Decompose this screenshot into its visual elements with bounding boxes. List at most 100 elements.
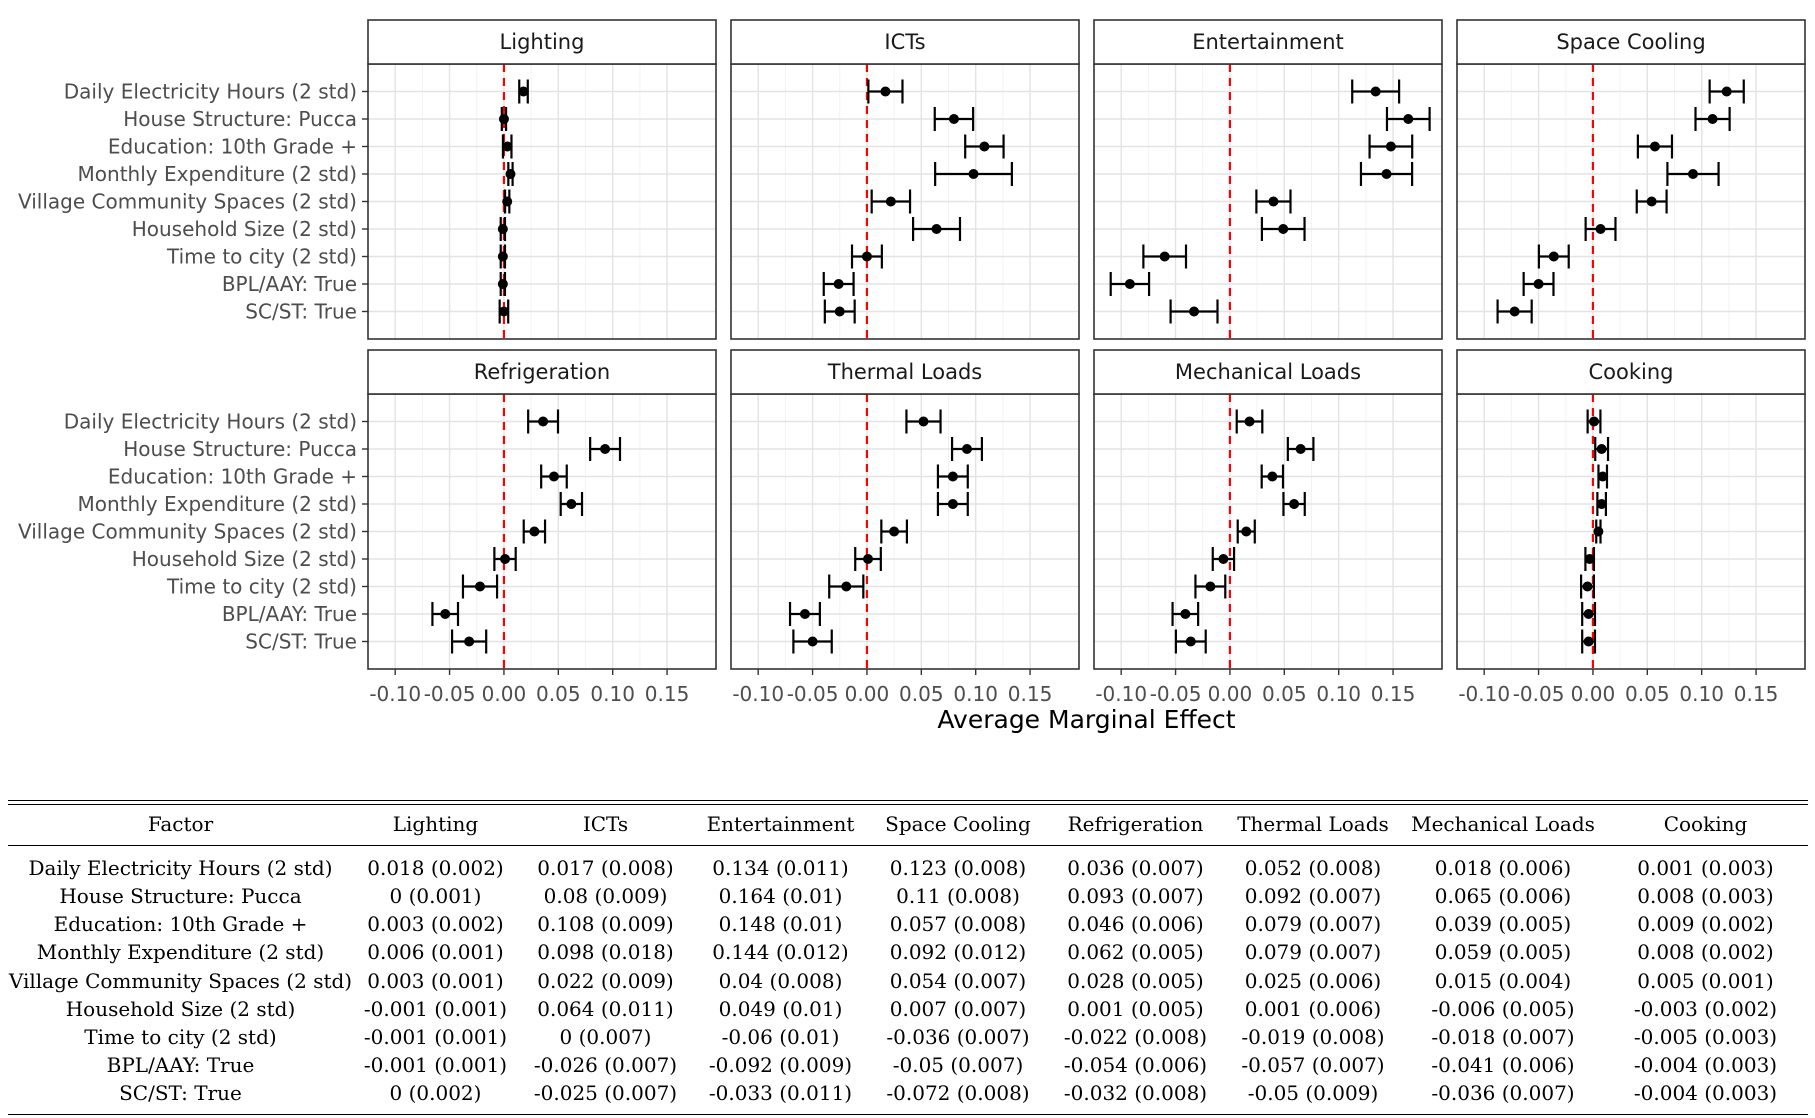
x-tick-label: 0.15 [1734,682,1779,706]
estimate-point [1533,279,1544,289]
facet-strip [1093,19,1443,65]
estimate-point [1403,114,1414,124]
table-cell: 0 (0.002) [389,1081,482,1106]
estimate-point [497,279,508,289]
facet-strip-label: ICTs [884,30,925,54]
table-row-factor: Time to city (2 std) [84,1025,277,1050]
table-cell: 0.001 (0.006) [1244,996,1382,1021]
table-cell: 0.148 (0.01) [718,912,843,937]
table-cell: -0.001 (0.001) [363,1025,508,1050]
table-bottom-rule [8,1113,1808,1115]
estimate-point [1646,196,1657,207]
table-row-factor: Village Community Spaces (2 std) [8,968,353,993]
facet-strip [730,349,1080,395]
table-cell: -0.041 (0.006) [1431,1053,1575,1078]
y-tick-label: Education: 10th Grade + [108,135,357,159]
table-cell: 0.025 (0.006) [1244,968,1382,993]
estimate-point [1593,526,1604,537]
estimate-point [968,169,979,179]
table-row-factor: BPL/AAY: True [106,1053,255,1078]
table-cell: -0.032 (0.008) [1063,1081,1208,1106]
x-tick-label: 0.05 [1262,682,1307,706]
x-tick-label: -0.05 [1150,682,1202,706]
estimate-point [1385,141,1396,152]
table-header-cell: Space Cooling [868,805,1048,846]
table-cell: -0.057 (0.007) [1241,1053,1385,1078]
table-cell: 0.064 (0.011) [537,996,674,1021]
table-cell: 0.164 (0.01) [718,884,843,909]
y-tick-label: Monthly Expenditure (2 std) [78,162,357,186]
table-cell: -0.033 (0.011) [708,1081,853,1106]
estimate-point [807,636,818,647]
table-header-cell: Lighting [353,805,518,846]
estimate-point [497,224,508,234]
y-tick-label: Time to city (2 std) [166,575,357,599]
facet-strip [367,349,717,395]
estimate-point [1595,224,1606,234]
y-tick-label: House Structure: Pucca [123,107,357,131]
estimate-point [498,114,509,124]
table-cell: 0.009 (0.002) [1637,912,1774,937]
table-header-cell: Cooking [1603,805,1808,846]
estimate-point [861,251,872,262]
table-row: SC/ST: True 0 (0.002) -0.025 (0.007) -0.033… [8,1079,1808,1107]
coefficient-plot-figure: Lighting Daily Electricity Hours (2 std) H… [18,19,1806,734]
y-tick-label: House Structure: Pucca [123,437,357,461]
table-cell: 0.022 (0.009) [537,968,674,993]
table-header-factor: Factor [8,805,353,846]
estimate-point [948,114,959,124]
estimate-point [1205,581,1216,592]
estimate-point [947,471,958,482]
table-cell: 0.092 (0.007) [1244,884,1382,909]
table-cell: 0.046 (0.006) [1067,912,1204,937]
estimate-point [440,609,451,619]
table-row-factor: Monthly Expenditure (2 std) [36,940,325,965]
table-cell: 0.052 (0.008) [1244,856,1382,880]
estimate-point [1649,141,1660,152]
x-tick-label: -0.10 [1458,682,1510,706]
estimate-point [1597,471,1608,482]
table-row: BPL/AAY: True -0.001 (0.001) -0.026 (0.007… [8,1051,1808,1079]
table-cell: 0.079 (0.007) [1244,940,1382,965]
facet-strip [730,19,1080,65]
estimate-point [863,554,874,564]
estimate-point [1295,444,1306,454]
estimate-point [464,636,475,647]
estimate-point [834,306,845,317]
table-header-cell: Mechanical Loads [1403,805,1603,846]
y-tick-label: Household Size (2 std) [132,547,357,571]
table-header-cell: Entertainment [693,805,868,846]
x-tick-label: -0.10 [1095,682,1147,706]
table-cell: -0.006 (0.005) [1431,996,1575,1021]
table-cell: -0.072 (0.008) [886,1081,1030,1106]
estimate-point [502,141,513,152]
table-cell: -0.001 (0.001) [363,996,508,1021]
table-row: House Structure: Pucca 0 (0.001) 0.08 (0.0… [8,882,1808,910]
estimate-point [979,141,990,152]
table-cell: 0.001 (0.003) [1637,856,1774,880]
x-tick-label: 0.10 [590,682,635,706]
table-cell: 0.144 (0.012) [712,940,849,965]
x-tick-label: 0.05 [536,682,581,706]
table-cell: -0.036 (0.007) [1431,1081,1575,1106]
table-cell: 0.062 (0.005) [1067,940,1204,965]
results-table: Factor Lighting ICTs Entertainment Space Coo… [8,805,1808,1108]
estimate-point [833,279,844,289]
facet-strip-label: Entertainment [1192,30,1344,54]
facet-strip-label: Refrigeration [474,360,610,384]
x-tick-label: 0.10 [1679,682,1724,706]
y-tick-label: Daily Electricity Hours (2 std) [64,410,357,434]
estimate-point [505,169,516,179]
estimate-point [889,526,900,537]
estimate-point [1370,86,1381,97]
estimate-point [885,196,896,207]
table-top-rule-thin [8,804,1808,805]
table-cell: -0.025 (0.007) [533,1081,678,1106]
table-cell: 0.134 (0.011) [712,856,849,880]
x-tick-label: 0.00 [845,682,890,706]
facet-strip-label: Space Cooling [1556,30,1705,54]
table-cell: 0.092 (0.012) [889,940,1027,965]
table-cell: 0.059 (0.005) [1434,940,1572,965]
table-cell: -0.018 (0.007) [1431,1025,1575,1050]
facet-strip-label: Thermal Loads [827,360,982,384]
